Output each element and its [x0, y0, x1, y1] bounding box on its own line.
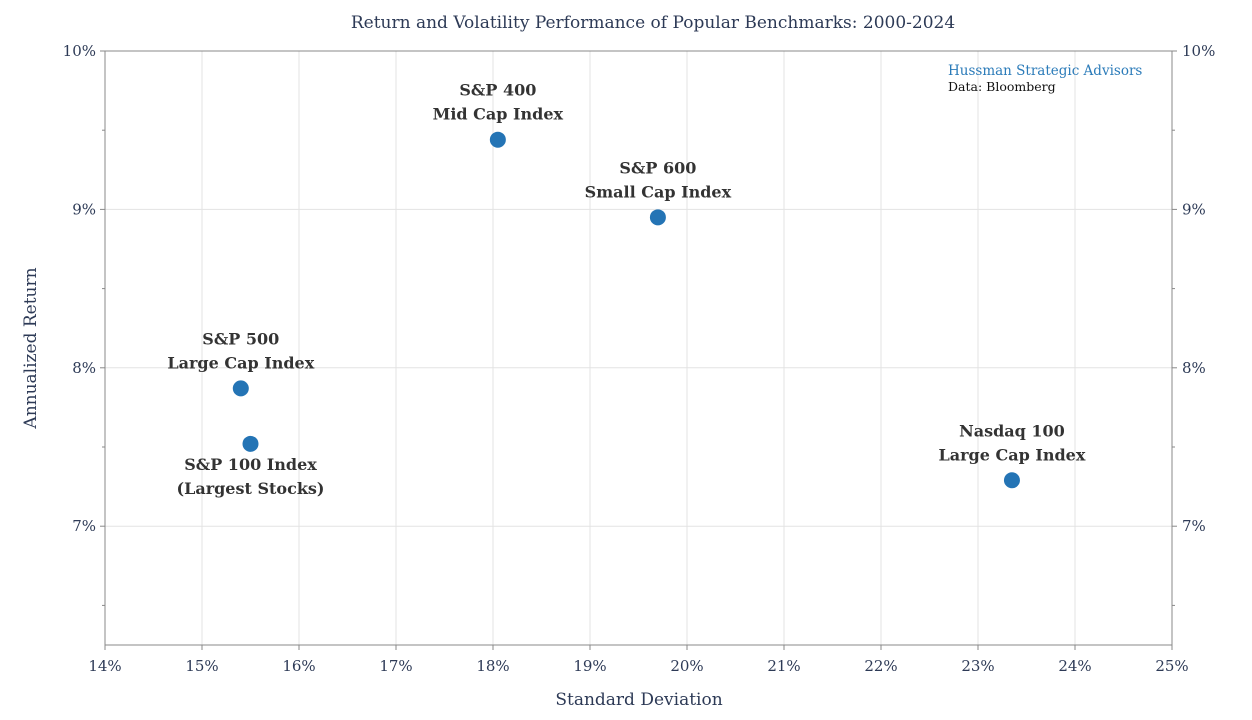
data-points — [232, 131, 1020, 489]
brand-annotation: Hussman Strategic Advisors — [948, 63, 1142, 79]
x-tick-label: 21% — [767, 657, 800, 675]
point-label: Small Cap Index — [585, 182, 732, 201]
x-tick-label: 17% — [379, 657, 412, 675]
x-tick-label: 18% — [476, 657, 509, 675]
point-label: S&P 600 — [619, 158, 696, 177]
y-tick-label-right: 8% — [1182, 359, 1206, 377]
data-point — [649, 209, 666, 226]
point-label: Mid Cap Index — [433, 105, 564, 124]
data-point — [232, 380, 249, 397]
data-point — [242, 435, 259, 452]
y-tick-label-right: 9% — [1182, 200, 1206, 218]
tick-labels: 14% 15% 16% 17% 18% 19% 20% 21% 22% 23% 24% 25% 7% 7%… — [63, 42, 1216, 675]
data-point — [1003, 472, 1020, 489]
point-labels: S&P 400 Mid Cap Index S&P 600 Small Cap Ind… — [167, 81, 1085, 498]
y-tick-label-left: 9% — [72, 200, 96, 218]
y-tick-label-left: 7% — [72, 517, 96, 535]
x-tick-label: 25% — [1155, 657, 1188, 675]
source-annotation: Data: Bloomberg — [948, 79, 1056, 94]
x-tick-label: 22% — [864, 657, 897, 675]
data-point — [489, 131, 506, 148]
point-label: Nasdaq 100 — [959, 421, 1065, 440]
x-tick-label: 24% — [1058, 657, 1091, 675]
x-tick-label: 16% — [282, 657, 315, 675]
y-tick-label-left: 8% — [72, 359, 96, 377]
x-tick-label: 15% — [185, 657, 218, 675]
y-axis-title: Annualized Return — [21, 267, 41, 429]
x-tick-label: 19% — [573, 657, 606, 675]
x-tick-label: 14% — [88, 657, 121, 675]
y-tick-label-right: 7% — [1182, 517, 1206, 535]
point-label: S&P 500 — [202, 329, 279, 348]
axes — [100, 50, 1177, 650]
point-label: S&P 100 Index — [184, 455, 317, 474]
y-tick-label-left: 10% — [63, 42, 96, 60]
point-label: S&P 400 — [459, 81, 536, 100]
grid — [105, 51, 1172, 645]
chart-title: Return and Volatility Performance of Pop… — [351, 13, 955, 33]
point-label: Large Cap Index — [939, 445, 1086, 464]
point-label: (Largest Stocks) — [177, 479, 325, 498]
x-axis-title: Standard Deviation — [555, 690, 722, 710]
y-tick-label-right: 10% — [1182, 42, 1215, 60]
x-tick-label: 23% — [961, 657, 994, 675]
x-tick-label: 20% — [670, 657, 703, 675]
point-label: Large Cap Index — [167, 353, 314, 372]
